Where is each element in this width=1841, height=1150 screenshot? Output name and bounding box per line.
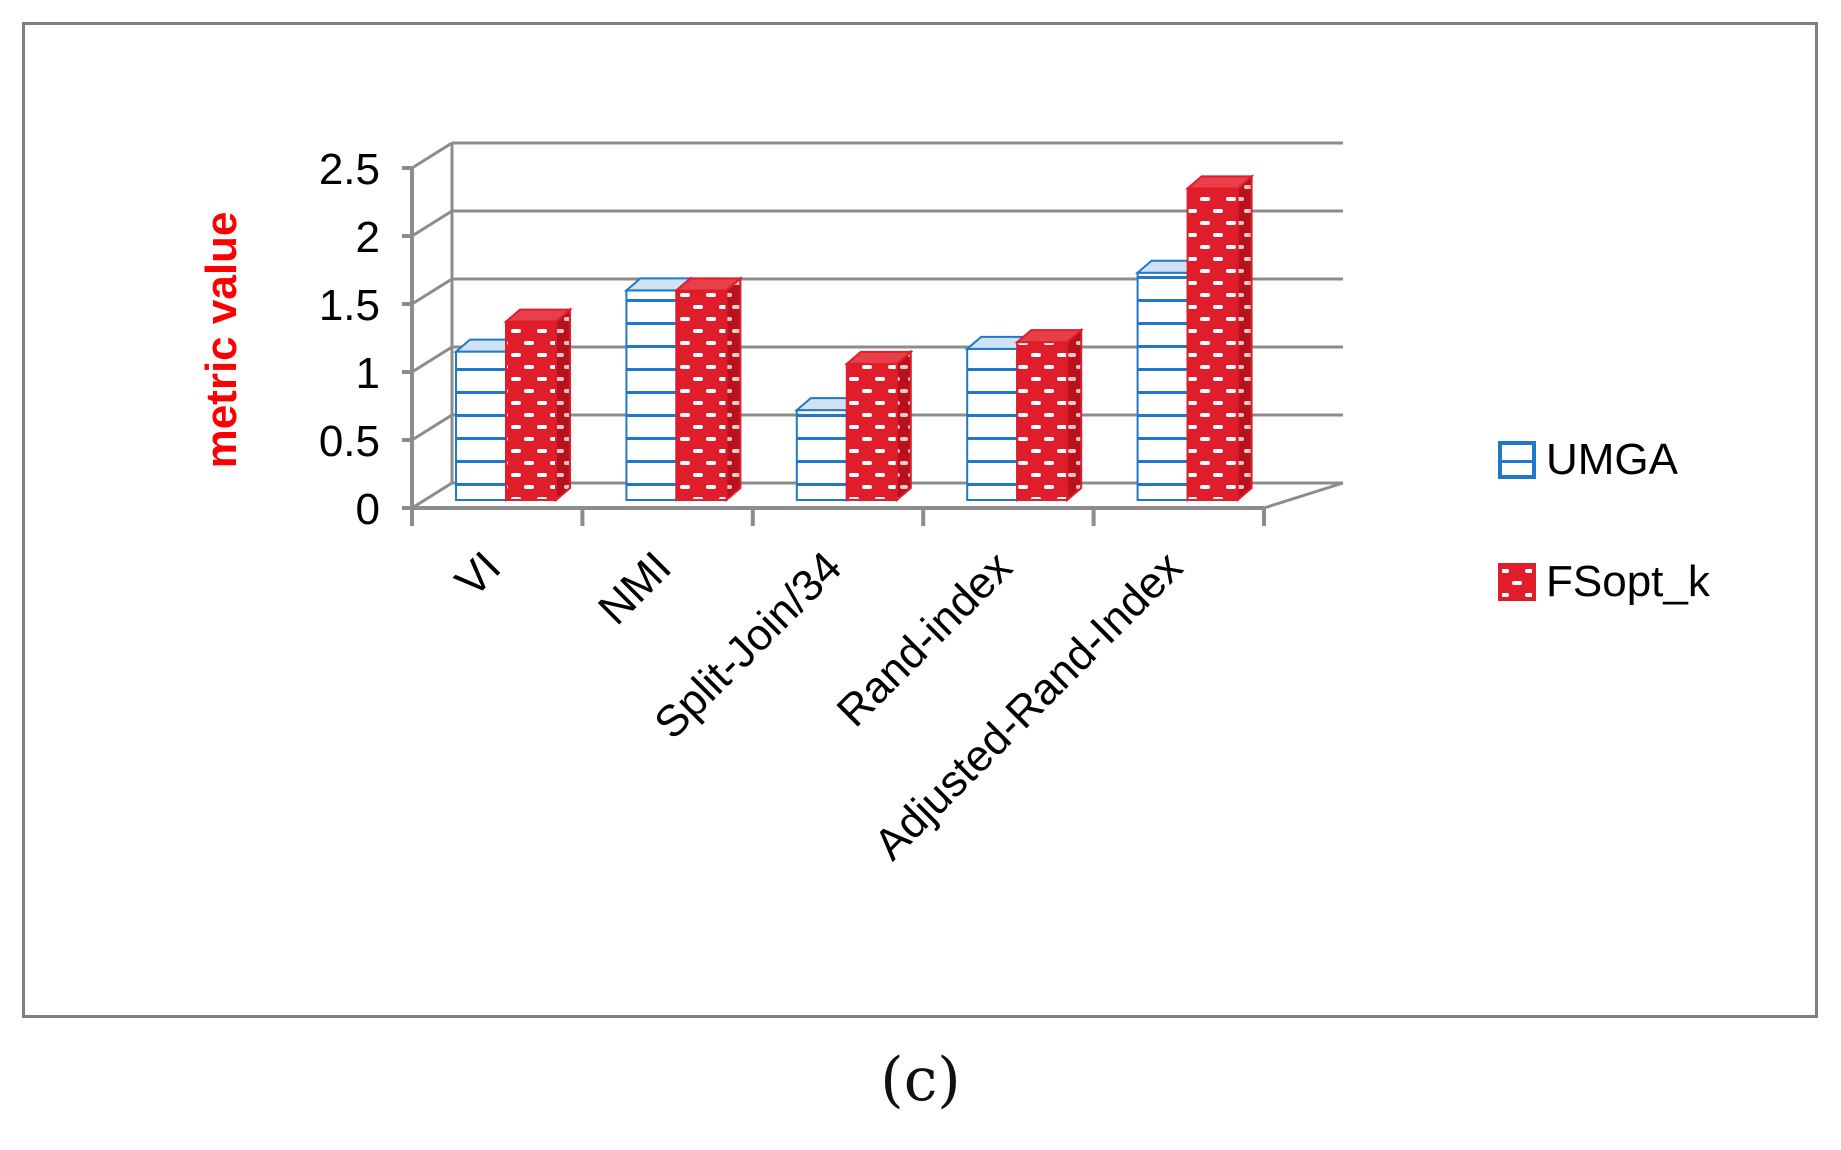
- axes: [402, 166, 1266, 526]
- bar-side: [895, 349, 912, 503]
- legend-item-fsopt[interactable]: FSopt_k: [1498, 557, 1711, 606]
- bar-top: [1014, 329, 1084, 344]
- bar-fsopt[interactable]: [844, 349, 914, 503]
- bar-front: [845, 362, 898, 501]
- floor-edge: [1263, 481, 1344, 510]
- bar-top: [673, 277, 744, 292]
- bar-chart-3d: 00.511.522.5VI NMISplit-Join/34Rand-index…: [197, 141, 1711, 869]
- bar-fsopt[interactable]: [503, 307, 573, 503]
- x-tick-label: NMI: [589, 542, 681, 634]
- gridline-side: [411, 209, 453, 238]
- bar-fsopt[interactable]: [1014, 327, 1084, 503]
- y-tick-label: 1: [356, 349, 380, 398]
- gridline-side: [411, 481, 453, 510]
- bar-front: [1016, 341, 1069, 501]
- y-tick-label: 0.5: [319, 417, 380, 466]
- figure-caption: (c): [880, 1045, 961, 1115]
- y-tick-label: 2.5: [319, 145, 380, 194]
- y-tick-label: 1.5: [319, 281, 380, 330]
- y-tick-label: 2: [356, 213, 380, 262]
- bar-front: [675, 289, 728, 501]
- legend-item-umga[interactable]: UMGA: [1498, 435, 1679, 484]
- gridline-side: [411, 277, 453, 306]
- bar-front: [966, 347, 1019, 501]
- bar-side: [725, 276, 742, 503]
- y-tick-label: 0: [356, 485, 380, 534]
- bar-front: [1136, 271, 1189, 501]
- gridline-side: [411, 141, 453, 170]
- legend-swatch-umga: [1498, 441, 1536, 479]
- bar-side: [555, 307, 571, 503]
- bar-side: [1066, 327, 1083, 503]
- x-tick-label: VI: [446, 542, 510, 606]
- chart-frame: [22, 22, 1818, 1018]
- bar-front: [455, 350, 507, 501]
- bar-fsopt[interactable]: [1184, 174, 1255, 503]
- legend-swatch-fsopt: [1498, 563, 1536, 601]
- bar-front: [795, 409, 848, 501]
- bar-front: [625, 289, 678, 501]
- bar-front: [1186, 187, 1239, 501]
- bar-top: [1184, 175, 1255, 190]
- bars: [453, 174, 1255, 503]
- bar-top: [503, 308, 573, 323]
- bar-front: [505, 320, 557, 501]
- x-tick-label: Adjusted-Rand-Index: [865, 542, 1192, 869]
- y-axis-title: metric value: [197, 212, 246, 469]
- legend-label-fsopt: FSopt_k: [1546, 557, 1711, 606]
- bar-fsopt[interactable]: [673, 276, 744, 503]
- legend: UMGA FSopt_k: [1498, 435, 1711, 606]
- gridline-side: [411, 413, 453, 442]
- legend-label-umga: UMGA: [1546, 435, 1679, 484]
- gridline-side: [411, 345, 453, 374]
- bar-side: [1236, 174, 1253, 503]
- bar-top: [844, 350, 914, 365]
